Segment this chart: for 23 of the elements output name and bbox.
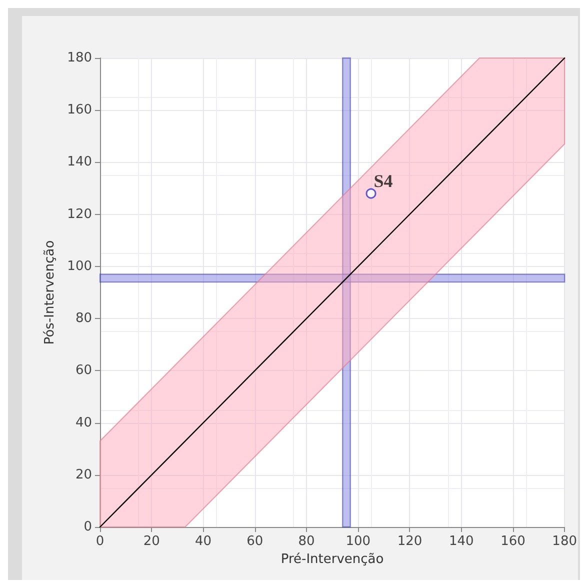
y-tick-label: 0 — [84, 520, 92, 534]
y-tick-label: 20 — [75, 467, 92, 482]
x-tick-label: 0 — [96, 534, 104, 549]
y-tick-label: 160 — [67, 102, 92, 118]
x-axis-title: Pré-Intervenção — [280, 552, 384, 567]
x-tick-label: 180 — [552, 534, 578, 549]
y-tick-label: 180 — [67, 50, 92, 66]
y-tick-label: 40 — [75, 415, 92, 430]
x-tick-label: 100 — [346, 534, 371, 549]
y-axis-title: Pós-Intervenção — [42, 240, 58, 345]
series-label: S4 — [374, 171, 393, 192]
y-tick-label: 60 — [75, 363, 92, 378]
x-tick-label: 20 — [143, 534, 160, 549]
x-tick-label: 60 — [246, 534, 264, 549]
y-tick-label: 100 — [67, 258, 92, 274]
y-tick-label: 140 — [67, 154, 92, 170]
y-tick-label: 80 — [75, 311, 92, 326]
y-tick-label: 120 — [67, 206, 92, 222]
x-tick-label: 160 — [500, 534, 526, 549]
x-tick-label: 140 — [448, 534, 474, 549]
x-tick-label: 80 — [298, 534, 315, 549]
x-tick-label: 120 — [397, 534, 422, 549]
x-tick-label: 40 — [194, 534, 212, 549]
